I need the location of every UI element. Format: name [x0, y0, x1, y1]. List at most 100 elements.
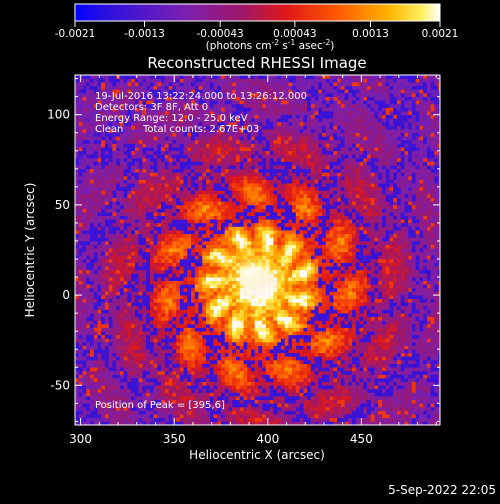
image-pixel	[240, 393, 244, 397]
image-pixel	[236, 346, 240, 350]
image-pixel	[86, 371, 90, 375]
image-pixel	[285, 364, 289, 368]
image-pixel	[221, 389, 225, 393]
image-pixel	[341, 342, 345, 346]
image-pixel	[315, 255, 319, 259]
image-pixel	[232, 320, 236, 324]
image-pixel	[146, 302, 150, 306]
image-pixel	[296, 367, 300, 371]
image-pixel	[120, 331, 124, 335]
image-pixel	[397, 353, 401, 357]
image-pixel	[345, 393, 349, 397]
image-pixel	[172, 331, 176, 335]
image-pixel	[277, 396, 281, 400]
image-pixel	[217, 364, 221, 368]
image-pixel	[427, 255, 431, 259]
image-pixel	[127, 364, 131, 368]
image-pixel	[176, 306, 180, 310]
image-pixel	[124, 324, 128, 328]
image-pixel	[101, 248, 105, 252]
image-pixel	[225, 396, 229, 400]
image-pixel	[135, 252, 139, 256]
image-pixel	[244, 313, 248, 317]
image-pixel	[300, 418, 304, 422]
image-pixel	[419, 274, 423, 278]
image-pixel	[247, 385, 251, 389]
image-pixel	[75, 367, 79, 371]
image-pixel	[109, 378, 113, 382]
image-pixel	[199, 274, 203, 278]
image-pixel	[98, 248, 102, 252]
image-pixel	[326, 245, 330, 249]
image-pixel	[404, 375, 408, 379]
image-pixel	[161, 418, 165, 422]
image-pixel	[326, 371, 330, 375]
image-pixel	[434, 270, 438, 274]
image-pixel	[360, 281, 364, 285]
image-pixel	[285, 396, 289, 400]
image-pixel	[101, 255, 105, 259]
image-pixel	[109, 288, 113, 292]
image-pixel	[169, 331, 173, 335]
image-pixel	[116, 364, 120, 368]
image-pixel	[277, 414, 281, 418]
image-pixel	[112, 349, 116, 353]
image-pixel	[94, 295, 98, 299]
image-pixel	[318, 403, 322, 407]
image-pixel	[165, 241, 169, 245]
image-pixel	[83, 360, 87, 364]
image-pixel	[296, 263, 300, 267]
image-pixel	[202, 266, 206, 270]
image-pixel	[352, 400, 356, 404]
image-pixel	[390, 382, 394, 386]
image-pixel	[270, 403, 274, 407]
image-pixel	[154, 320, 158, 324]
image-pixel	[124, 281, 128, 285]
image-pixel	[330, 393, 334, 397]
image-pixel	[311, 346, 315, 350]
image-pixel	[300, 288, 304, 292]
image-pixel	[322, 263, 326, 267]
image-pixel	[326, 274, 330, 278]
image-pixel	[90, 356, 94, 360]
image-pixel	[307, 288, 311, 292]
image-pixel	[75, 375, 79, 379]
image-pixel	[225, 320, 229, 324]
image-pixel	[217, 375, 221, 379]
image-pixel	[315, 306, 319, 310]
image-pixel	[303, 277, 307, 281]
image-pixel	[341, 360, 345, 364]
image-pixel	[90, 248, 94, 252]
image-pixel	[247, 346, 251, 350]
image-pixel	[169, 385, 173, 389]
image-pixel	[184, 284, 188, 288]
image-pixel	[217, 317, 221, 321]
image-pixel	[161, 252, 165, 256]
image-pixel	[270, 349, 274, 353]
image-pixel	[419, 310, 423, 314]
image-pixel	[363, 331, 367, 335]
image-pixel	[109, 335, 113, 339]
image-pixel	[180, 371, 184, 375]
image-pixel	[431, 317, 435, 321]
image-pixel	[124, 288, 128, 292]
image-pixel	[419, 378, 423, 382]
image-pixel	[427, 418, 431, 422]
image-pixel	[363, 378, 367, 382]
image-pixel	[397, 252, 401, 256]
image-pixel	[195, 292, 199, 296]
image-pixel	[371, 382, 375, 386]
image-pixel	[412, 414, 416, 418]
image-pixel	[375, 313, 379, 317]
image-pixel	[83, 255, 87, 259]
image-pixel	[401, 375, 405, 379]
image-pixel	[401, 335, 405, 339]
image-pixel	[303, 284, 307, 288]
image-pixel	[150, 324, 154, 328]
image-pixel	[184, 378, 188, 382]
image-pixel	[180, 274, 184, 278]
image-pixel	[154, 364, 158, 368]
image-pixel	[397, 407, 401, 411]
image-pixel	[139, 281, 143, 285]
image-pixel	[397, 284, 401, 288]
